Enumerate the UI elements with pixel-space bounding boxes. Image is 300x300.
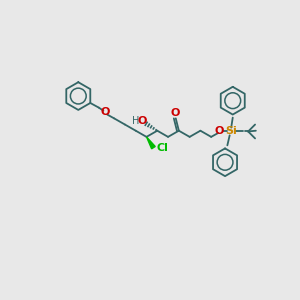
Text: Si: Si — [225, 127, 237, 136]
Text: O: O — [100, 107, 110, 117]
Text: H: H — [132, 116, 140, 127]
Text: O: O — [215, 127, 224, 136]
Text: O: O — [170, 108, 180, 118]
Text: O: O — [137, 116, 147, 127]
Polygon shape — [146, 137, 155, 149]
Text: Cl: Cl — [157, 143, 168, 153]
